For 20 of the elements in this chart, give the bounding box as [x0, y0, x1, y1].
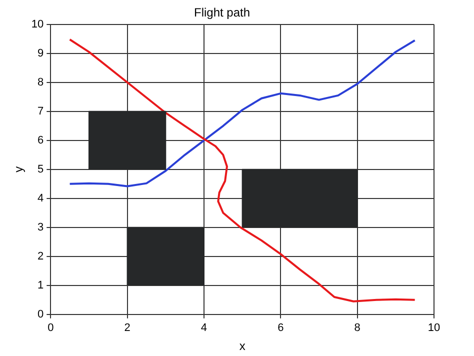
y-tick-label: 9 [38, 47, 44, 60]
y-tick-label: 5 [38, 163, 44, 176]
y-tick-label: 10 [31, 18, 44, 30]
x-tick-label: 4 [200, 322, 208, 334]
y-tick-label: 2 [38, 250, 44, 262]
x-tick-label: 8 [354, 322, 360, 334]
x-tick-label: 0 [48, 322, 54, 334]
x-tick-label: 6 [278, 322, 284, 334]
y-axis-title: y [12, 166, 26, 172]
x-axis-title: x [239, 339, 246, 354]
y-tick-label: 6 [38, 134, 44, 146]
x-tick-label: 10 [428, 322, 440, 334]
y-tick-label: 0 [38, 308, 44, 320]
chart-title: Flight path [194, 6, 250, 20]
y-tick-label: 8 [38, 76, 44, 88]
y-tick-label: 7 [38, 105, 44, 118]
y-tick-label: 1 [38, 279, 44, 292]
x-tick-label: 2 [124, 322, 130, 334]
y-tick-label: 3 [38, 221, 44, 234]
y-tick-label: 4 [38, 192, 44, 204]
